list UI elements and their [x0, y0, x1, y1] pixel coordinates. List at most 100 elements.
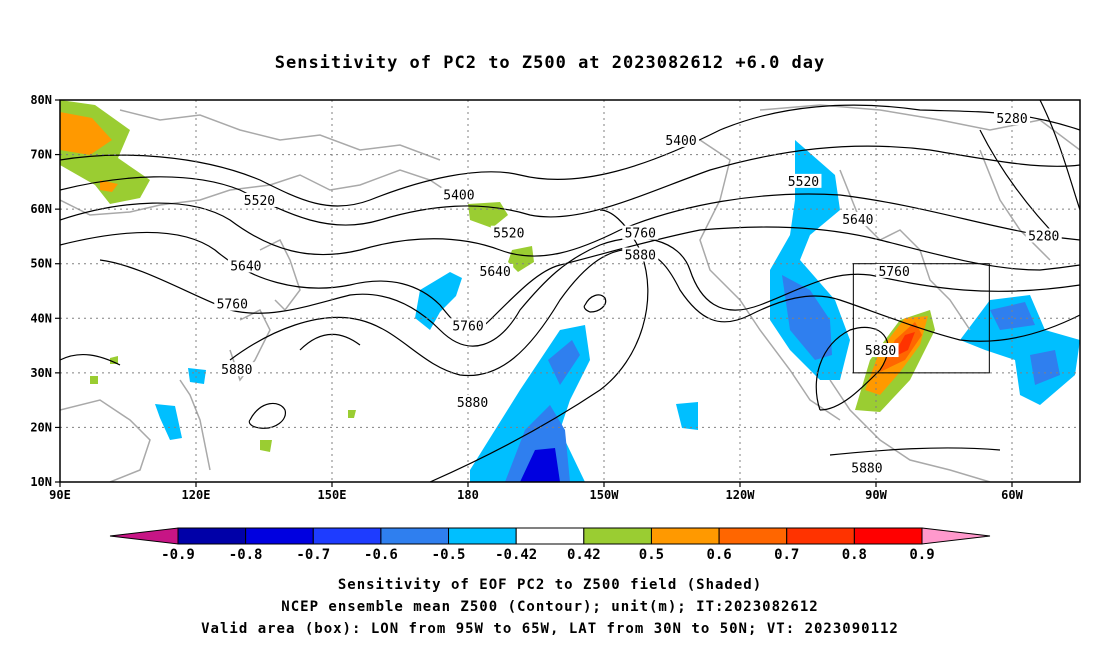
colorbar-label: 0.42 — [567, 547, 601, 563]
lat-tick-label: 70N — [30, 148, 52, 162]
colorbar-label: -0.8 — [229, 547, 263, 563]
lon-tick-label: 90E — [49, 488, 71, 502]
contour-labels: 5280 5280 5400 5400 5520 5520 5520 5640 5640 5640… — [214, 111, 1062, 476]
colorbar-label: 0.8 — [842, 547, 867, 563]
contour-label: 5640 — [230, 259, 261, 274]
map-area: 5280 5280 5400 5400 5520 5520 5520 5640 5640 5640… — [60, 100, 1080, 482]
valid-area-box — [852, 263, 990, 374]
colorbar-swatch — [718, 527, 788, 545]
lon-tick-label: 120W — [726, 488, 756, 502]
colorbar-label: -0.7 — [296, 547, 330, 563]
lat-tick-label: 50N — [30, 257, 52, 271]
lat-tick-label: 10N — [30, 475, 52, 489]
contour-label-bg — [218, 362, 255, 377]
colorbar-label: -0.42 — [495, 547, 537, 563]
contour-label: 5400 — [443, 189, 474, 204]
lon-tick-label: 180 — [457, 488, 479, 502]
colorbar-high-extend — [921, 527, 991, 545]
contour-label-bg — [477, 263, 514, 278]
colorbar-swatch — [448, 527, 517, 545]
contour-label-bg — [450, 318, 486, 333]
shade-green-small-3 — [110, 356, 118, 364]
lat-tick-label: 60N — [30, 202, 52, 216]
contour-label: 5880 — [865, 344, 896, 359]
shade-blue-small-3 — [188, 368, 206, 384]
contour-label-bg — [227, 258, 264, 273]
contour-label: 5760 — [878, 265, 909, 280]
contour-label-bg — [862, 343, 899, 358]
contours — [60, 100, 1080, 482]
lat-tick-label: 30N — [30, 366, 52, 380]
contour-label-bg — [490, 225, 527, 240]
lon-tick-label: 60W — [1001, 488, 1023, 502]
contour-label: 5880 — [457, 396, 488, 411]
contour-label: 5280 — [1028, 229, 1059, 244]
shade-green-small-4 — [90, 376, 98, 384]
contour-label-bg — [214, 296, 251, 311]
coastlines — [60, 104, 1080, 482]
shade-orange-small — [100, 180, 118, 192]
shade-darker-blue-pacific — [520, 448, 560, 482]
lat-tick-label: 20N — [30, 420, 52, 434]
lat-tick-label: 80N — [30, 93, 52, 107]
colorbar-label: 0.6 — [706, 547, 731, 563]
contour-label-bg — [241, 192, 278, 207]
grid — [60, 100, 1080, 482]
colorbar-label: 0.9 — [909, 547, 934, 563]
lat-tick-label: 40N — [30, 311, 52, 325]
contour-label: 5640 — [842, 213, 873, 228]
map-title: Sensitivity of PC2 to Z500 at 2023082612… — [275, 53, 826, 73]
contour-label: 5760 — [217, 298, 248, 313]
lon-tick-label: 90W — [865, 488, 887, 502]
shade-blue-small-2 — [155, 404, 182, 440]
contour-label-bg — [454, 394, 491, 409]
lon-axis: 90E 120E 150E 180 150W 120W 90W 60W — [49, 482, 1024, 502]
colorbar-low-extend — [109, 527, 179, 545]
colorbar-swatch — [245, 527, 314, 545]
lon-tick-label: 150W — [590, 488, 620, 502]
shade-blue-north-pacific — [415, 272, 462, 330]
colorbar-label: -0.6 — [364, 547, 398, 563]
contour-label-bg — [785, 173, 822, 188]
shade-blue-small-1 — [676, 402, 698, 430]
sensitivity-shading — [60, 100, 1080, 482]
colorbar: -0.9 -0.8 -0.7 -0.6 -0.5 -0.42 0.42 0.5 0.6 0.7 0.… — [109, 527, 991, 563]
shade-green-pacific-2 — [508, 246, 534, 272]
contour-label: 5280 — [996, 112, 1027, 127]
shade-darker-blue-atlantic-2 — [1030, 350, 1060, 385]
contour-label-bg — [1025, 228, 1062, 243]
colorbar-swatch — [380, 527, 450, 545]
contour-label-bg — [622, 225, 659, 240]
contour-label-bg — [994, 111, 1030, 126]
contour-label: 5640 — [480, 265, 511, 280]
contour-label: 5760 — [625, 227, 656, 242]
caption-line-3: Valid area (box): LON from 95W to 65W, L… — [201, 621, 899, 637]
contour-label-bg — [622, 247, 659, 262]
contour-label-bg — [876, 263, 913, 278]
contour-label: 5520 — [244, 194, 275, 209]
colorbar-swatch — [312, 527, 382, 545]
lat-axis: 80N 70N 60N 50N 40N 30N 20N 10N — [30, 93, 60, 489]
contour-label: 5880 — [221, 363, 252, 378]
colorbar-swatch — [650, 527, 720, 545]
shade-orange — [60, 112, 112, 155]
shade-green-small-1 — [260, 440, 272, 452]
contour-label-bg — [839, 212, 876, 227]
colorbar-label: -0.9 — [161, 547, 195, 563]
map-frame — [59, 99, 1081, 483]
colorbar-label: -0.5 — [432, 547, 466, 563]
contour-label-bg — [440, 187, 477, 202]
contour-label: 5880 — [625, 249, 656, 264]
caption-line-1: Sensitivity of EOF PC2 to Z500 field (Sh… — [338, 577, 762, 593]
contour-label: 5520 — [493, 227, 524, 242]
shade-darker-blue-na — [782, 275, 832, 360]
contour-label-bg — [848, 460, 885, 475]
shade-blue-pacific-mid — [548, 340, 580, 385]
contour-label: 5880 — [851, 461, 882, 476]
lon-tick-label: 150E — [318, 488, 347, 502]
colorbar-label: 0.7 — [774, 547, 799, 563]
colorbar-swatch — [853, 527, 923, 545]
contour-label: 5520 — [788, 175, 819, 190]
contour-label: 5400 — [665, 134, 696, 149]
